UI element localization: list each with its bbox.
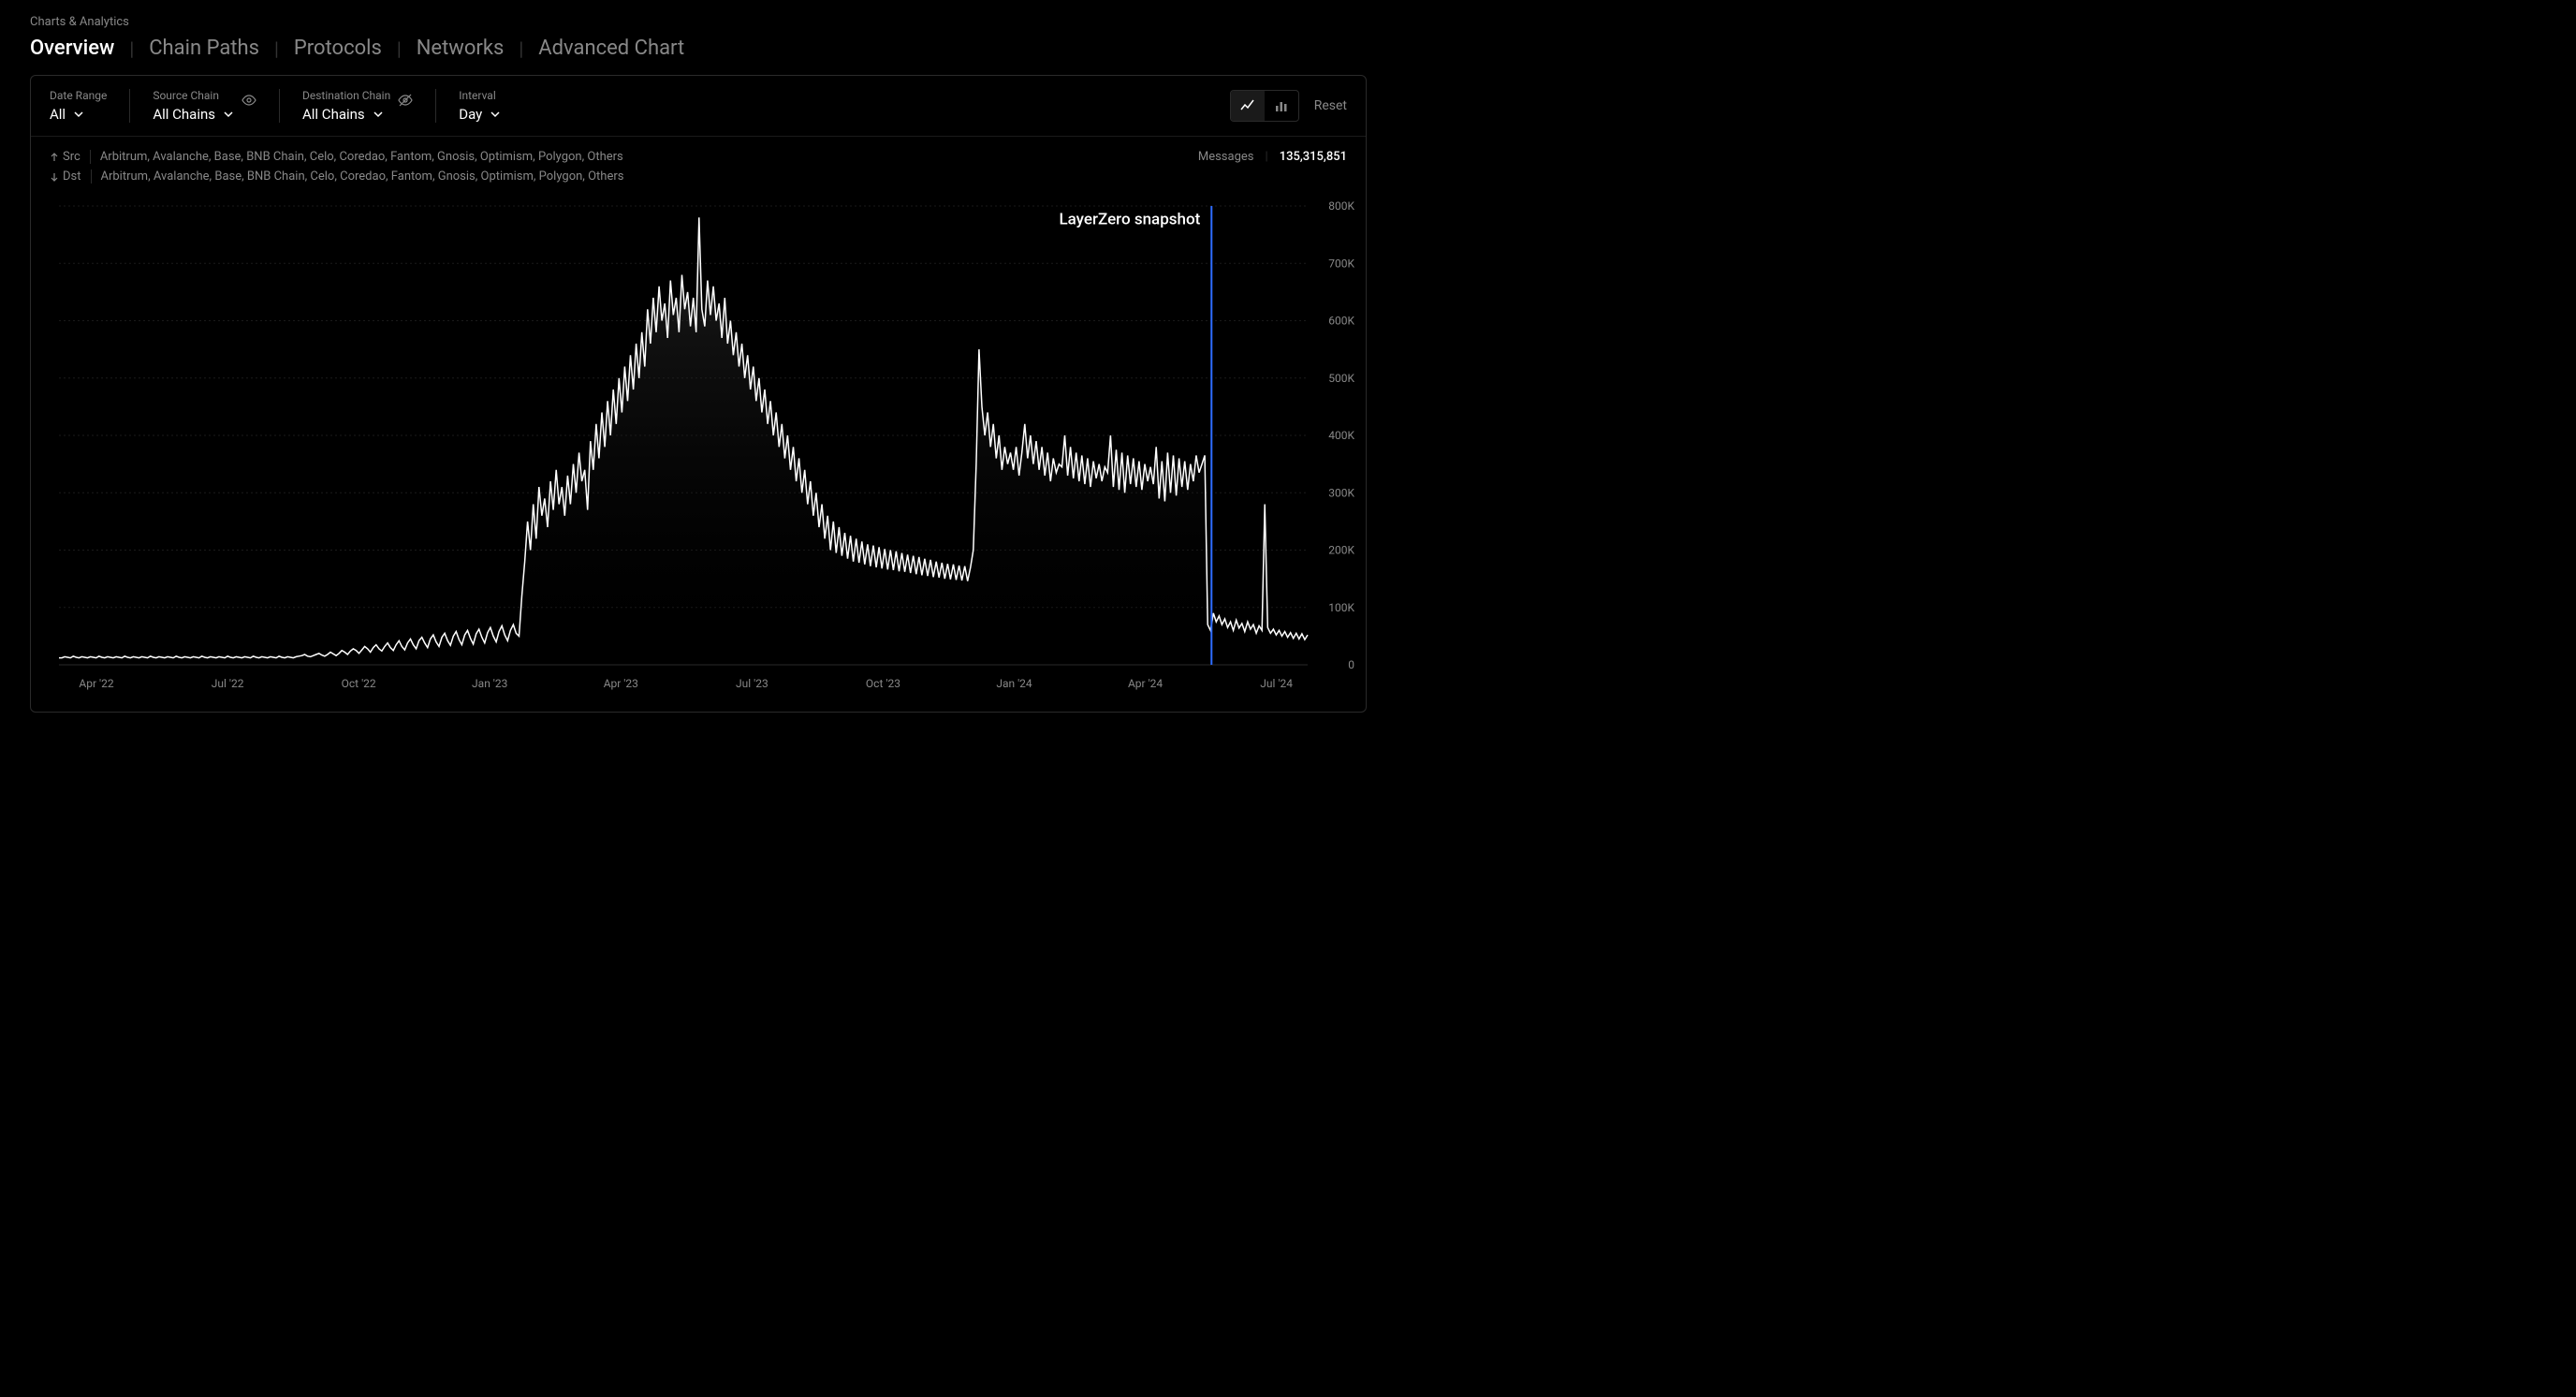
filter-source-chain[interactable]: Source Chain All Chains [153,89,280,123]
reset-button[interactable]: Reset [1314,98,1347,113]
meta-right: Messages | 135,315,851 [1198,150,1347,164]
panel: Date Range All Source Chain All Chains D… [30,75,1367,713]
meta-rows: Src Arbitrum, Avalanche, Base, BNB Chain… [31,137,1366,197]
filter-value[interactable]: All Chains [302,106,390,123]
svg-text:Oct '22: Oct '22 [342,677,376,690]
svg-text:200K: 200K [1328,544,1354,557]
filter-label: Interval [459,89,501,102]
filter-value[interactable]: All Chains [153,106,234,123]
chart-type-toggle [1230,90,1299,122]
meta-src-label: Src [50,150,91,164]
bar-chart-button[interactable] [1265,91,1298,121]
svg-text:Jan '23: Jan '23 [472,677,507,690]
tab-separator: | [397,37,402,60]
svg-text:0: 0 [1348,658,1354,671]
messages-label: Messages [1198,150,1254,164]
chevron-down-icon [73,109,84,120]
filter-label: Date Range [50,89,107,102]
svg-text:Apr '23: Apr '23 [604,677,638,690]
svg-text:Apr '24: Apr '24 [1128,677,1163,690]
filter-value-text: All Chains [153,106,215,123]
dst-chains: Arbitrum, Avalanche, Base, BNB Chain, Ce… [101,169,624,184]
tab-separator: | [274,37,279,60]
chevron-down-icon [223,109,234,120]
tab-protocols[interactable]: Protocols [294,37,382,60]
svg-text:400K: 400K [1328,429,1354,442]
src-label-text: Src [63,150,80,164]
filter-interval[interactable]: Interval Day [459,89,523,123]
meta-dst-row: Dst Arbitrum, Avalanche, Base, BNB Chain… [50,169,1347,184]
tabs: Overview | Chain Paths | Protocols | Networks |… [30,37,1367,60]
svg-text:500K: 500K [1328,372,1354,385]
line-chart-icon [1240,98,1255,113]
meta-dst-label: Dst [50,169,92,184]
svg-text:700K: 700K [1328,257,1354,270]
bar-chart-icon [1274,98,1289,113]
messages-count: 135,315,851 [1280,150,1347,164]
filters-bar: Date Range All Source Chain All Chains D… [31,76,1366,137]
meta-sep: | [1266,150,1268,164]
dst-label-text: Dst [63,169,81,184]
chevron-down-icon [490,109,501,120]
tab-advanced-chart[interactable]: Advanced Chart [538,37,684,60]
filter-label: Destination Chain [302,89,390,102]
tab-overview[interactable]: Overview [30,37,114,60]
meta-src-row: Src Arbitrum, Avalanche, Base, BNB Chain… [50,150,1347,164]
svg-text:Apr '22: Apr '22 [79,677,113,690]
eye-icon[interactable] [242,93,256,108]
arrow-down-icon [50,172,59,182]
svg-text:Jul '23: Jul '23 [736,677,768,690]
filter-label: Source Chain [153,89,234,102]
tab-separator: | [129,37,134,60]
svg-text:Jan '24: Jan '24 [996,677,1032,690]
arrow-up-icon [50,153,59,162]
line-chart-button[interactable] [1231,91,1265,121]
svg-text:300K: 300K [1328,486,1354,499]
chart-container: 0 100K 200K 300K 400K 500K 600K 700K 800K Apr '22… [31,197,1366,712]
svg-text:LayerZero snapshot: LayerZero snapshot [1059,211,1200,229]
filter-value[interactable]: Day [459,106,501,123]
eye-off-icon[interactable] [398,93,413,108]
tab-networks[interactable]: Networks [417,37,505,60]
svg-text:100K: 100K [1328,601,1354,614]
svg-text:Jul '22: Jul '22 [212,677,244,690]
svg-text:Oct '23: Oct '23 [866,677,900,690]
filters-right: Reset [1230,90,1347,122]
svg-text:800K: 800K [1328,199,1354,213]
messages-chart[interactable]: 0 100K 200K 300K 400K 500K 600K 700K 800K Apr '22… [50,197,1360,693]
filter-dest-chain[interactable]: Destination Chain All Chains [302,89,436,123]
filter-value-text: All Chains [302,106,365,123]
tab-chain-paths[interactable]: Chain Paths [149,37,259,60]
tab-separator: | [519,37,523,60]
filter-value-text: Day [459,106,482,123]
chevron-down-icon [373,109,384,120]
filter-value[interactable]: All [50,106,107,123]
svg-text:Jul '24: Jul '24 [1260,677,1293,690]
filter-value-text: All [50,106,66,123]
breadcrumb: Charts & Analytics [30,15,1367,29]
svg-text:600K: 600K [1328,315,1354,328]
src-chains: Arbitrum, Avalanche, Base, BNB Chain, Ce… [100,150,623,164]
filter-date-range[interactable]: Date Range All [50,89,130,123]
